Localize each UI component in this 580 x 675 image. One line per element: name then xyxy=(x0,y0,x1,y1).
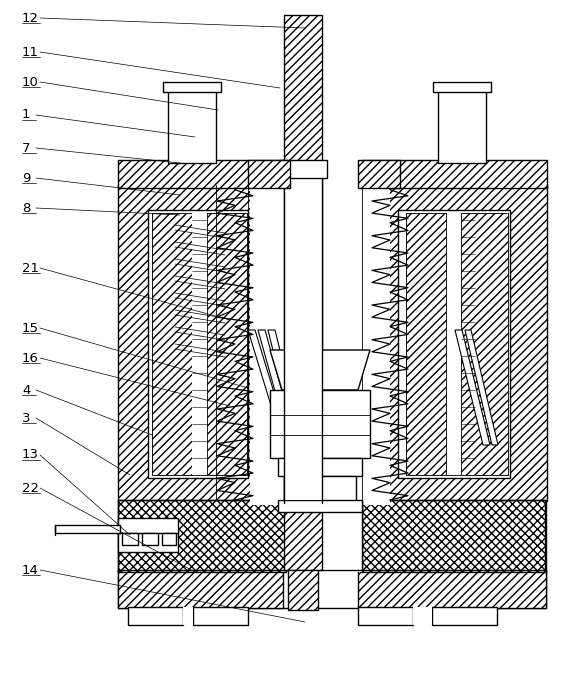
Bar xyxy=(438,88,486,163)
Bar xyxy=(284,476,356,501)
Text: 8: 8 xyxy=(22,202,30,215)
Bar xyxy=(248,160,290,188)
Bar xyxy=(118,160,286,188)
Polygon shape xyxy=(268,330,303,445)
Bar xyxy=(118,185,286,501)
Text: 12: 12 xyxy=(22,11,39,24)
Bar xyxy=(270,390,370,458)
Text: 9: 9 xyxy=(22,171,30,184)
Bar xyxy=(207,213,247,475)
Text: 1: 1 xyxy=(22,109,31,121)
Bar xyxy=(358,607,413,625)
Polygon shape xyxy=(248,330,290,445)
Bar xyxy=(362,500,545,572)
Polygon shape xyxy=(270,350,370,390)
Bar xyxy=(362,160,547,188)
Bar xyxy=(118,570,283,608)
Bar xyxy=(413,607,432,625)
Bar xyxy=(284,15,322,175)
Bar xyxy=(406,213,506,475)
Bar xyxy=(128,607,183,625)
Bar xyxy=(279,160,327,178)
Bar xyxy=(286,500,362,572)
Bar xyxy=(118,530,178,552)
Bar xyxy=(284,178,322,570)
Text: 14: 14 xyxy=(22,564,39,576)
Text: 11: 11 xyxy=(22,45,39,59)
Bar xyxy=(118,500,286,572)
Bar xyxy=(193,607,248,625)
Bar xyxy=(285,180,321,500)
Bar xyxy=(461,213,508,475)
Bar xyxy=(432,607,497,625)
Bar xyxy=(406,213,446,475)
Bar xyxy=(122,533,138,545)
Text: 21: 21 xyxy=(22,261,39,275)
Bar xyxy=(433,82,491,92)
Text: 22: 22 xyxy=(22,481,39,495)
Bar xyxy=(162,533,176,545)
Bar xyxy=(278,500,362,512)
Text: 3: 3 xyxy=(22,412,31,425)
Bar xyxy=(152,213,247,475)
Bar xyxy=(163,82,221,92)
Bar xyxy=(362,185,547,501)
Bar xyxy=(168,88,216,163)
Bar xyxy=(284,178,322,503)
Bar xyxy=(118,518,178,533)
Polygon shape xyxy=(258,330,297,445)
Text: 15: 15 xyxy=(22,321,39,335)
Bar xyxy=(358,570,546,608)
Bar xyxy=(250,185,390,505)
Bar xyxy=(142,533,158,545)
Polygon shape xyxy=(465,330,498,445)
Bar xyxy=(55,525,120,533)
Bar xyxy=(183,607,193,625)
Bar xyxy=(288,570,318,610)
Bar xyxy=(118,570,546,608)
Text: 4: 4 xyxy=(22,383,30,396)
Bar xyxy=(192,213,207,475)
Text: 13: 13 xyxy=(22,448,39,462)
Text: 16: 16 xyxy=(22,352,39,364)
Bar xyxy=(152,213,192,475)
Bar xyxy=(398,210,510,478)
Bar xyxy=(447,213,461,475)
Bar xyxy=(278,458,362,476)
Polygon shape xyxy=(455,330,490,445)
Bar xyxy=(358,160,400,188)
Text: 7: 7 xyxy=(22,142,31,155)
Bar xyxy=(148,210,248,478)
Text: 10: 10 xyxy=(22,76,39,88)
